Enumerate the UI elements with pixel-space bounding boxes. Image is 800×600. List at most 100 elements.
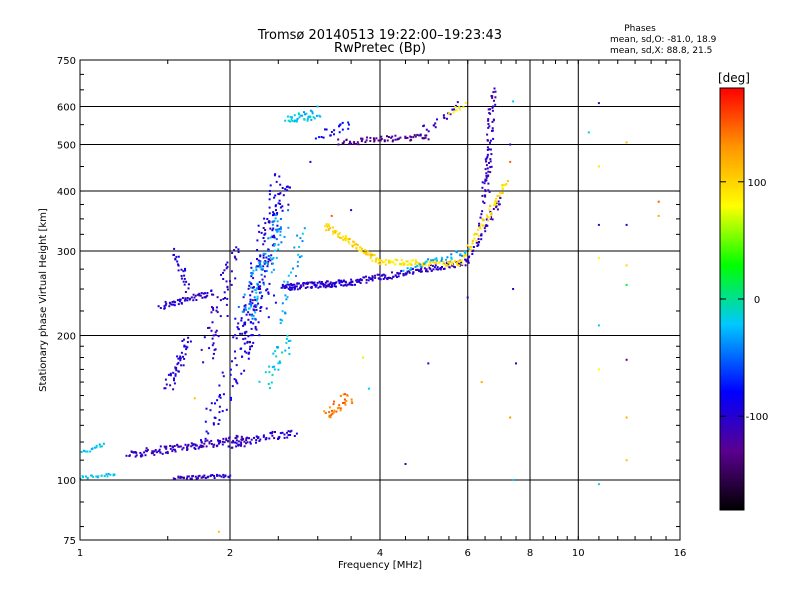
- data-point: [295, 285, 298, 288]
- data-point: [243, 440, 246, 443]
- data-point: [255, 441, 257, 444]
- data-point: [215, 329, 218, 332]
- data-point: [251, 286, 254, 289]
- data-point: [205, 430, 208, 433]
- data-point: [174, 257, 177, 260]
- data-point: [290, 271, 292, 274]
- data-point: [250, 327, 253, 330]
- data-point: [217, 335, 220, 338]
- data-point: [240, 319, 243, 322]
- data-point: [348, 143, 351, 146]
- data-point: [403, 262, 406, 265]
- data-point: [369, 252, 372, 255]
- data-point: [365, 253, 367, 256]
- data-point: [250, 283, 253, 286]
- data-point: [254, 299, 257, 302]
- data-point: [358, 280, 361, 283]
- data-point: [358, 279, 361, 281]
- data-point: [512, 100, 515, 103]
- data-point: [344, 239, 347, 242]
- data-point: [420, 270, 423, 273]
- data-point: [392, 275, 395, 278]
- data-point: [144, 449, 147, 452]
- data-point: [288, 346, 290, 349]
- data-point: [172, 477, 175, 480]
- data-point: [272, 352, 275, 355]
- data-point: [259, 285, 262, 288]
- data-point: [323, 410, 326, 413]
- data-point: [265, 270, 268, 272]
- data-point: [202, 445, 205, 448]
- data-point: [237, 306, 240, 308]
- data-point: [273, 294, 275, 297]
- data-point: [287, 434, 290, 436]
- data-point: [331, 412, 334, 415]
- data-point: [343, 401, 346, 404]
- data-point: [479, 227, 482, 230]
- data-point: [271, 235, 274, 238]
- data-point: [177, 263, 179, 266]
- data-point: [299, 237, 302, 240]
- data-point: [213, 477, 216, 479]
- data-point: [322, 136, 325, 139]
- data-point: [390, 277, 393, 280]
- data-point: [283, 280, 286, 283]
- data-point: [315, 114, 318, 117]
- data-point: [212, 334, 215, 337]
- data-point: [327, 223, 330, 226]
- data-point: [491, 129, 494, 132]
- data-point: [509, 160, 512, 163]
- data-point: [213, 443, 216, 446]
- data-point: [436, 259, 438, 262]
- data-point: [378, 273, 381, 276]
- data-point: [210, 439, 213, 442]
- data-point: [424, 264, 427, 267]
- data-point: [181, 476, 183, 479]
- data-point: [163, 445, 166, 448]
- data-point: [180, 268, 183, 271]
- data-point: [425, 128, 428, 131]
- data-point: [316, 105, 319, 108]
- data-point: [427, 138, 430, 141]
- data-point: [625, 141, 628, 144]
- data-point: [424, 261, 427, 264]
- data-point: [487, 219, 490, 222]
- data-point: [483, 227, 486, 230]
- data-point: [429, 261, 432, 264]
- data-point: [318, 280, 321, 283]
- data-point: [172, 300, 175, 303]
- data-point: [205, 407, 208, 410]
- data-point: [454, 104, 457, 107]
- data-point: [182, 280, 185, 283]
- data-point: [262, 434, 265, 437]
- data-point: [135, 451, 138, 454]
- data-point: [410, 138, 413, 141]
- data-point: [285, 341, 288, 344]
- data-point: [184, 267, 186, 270]
- data-point: [343, 237, 346, 240]
- chart-subtitle: RwPretec (Bp): [334, 41, 426, 56]
- data-point: [212, 422, 215, 425]
- data-point: [219, 394, 221, 396]
- data-point: [273, 365, 276, 368]
- data-point: [197, 475, 200, 478]
- data-point: [345, 139, 348, 141]
- data-point: [177, 269, 180, 272]
- data-point: [171, 450, 174, 453]
- data-point: [195, 299, 198, 301]
- data-point: [376, 273, 379, 276]
- data-point: [331, 285, 333, 288]
- data-point: [169, 372, 172, 375]
- data-point: [174, 373, 177, 376]
- data-point: [274, 350, 277, 353]
- data-point: [219, 439, 221, 442]
- data-point: [363, 276, 366, 279]
- data-point: [307, 116, 310, 119]
- data-point: [287, 119, 290, 122]
- data-point: [417, 262, 420, 265]
- data-point: [417, 134, 420, 137]
- data-point: [324, 286, 327, 289]
- data-point: [172, 388, 175, 391]
- data-point: [408, 262, 411, 265]
- data-point: [176, 299, 179, 302]
